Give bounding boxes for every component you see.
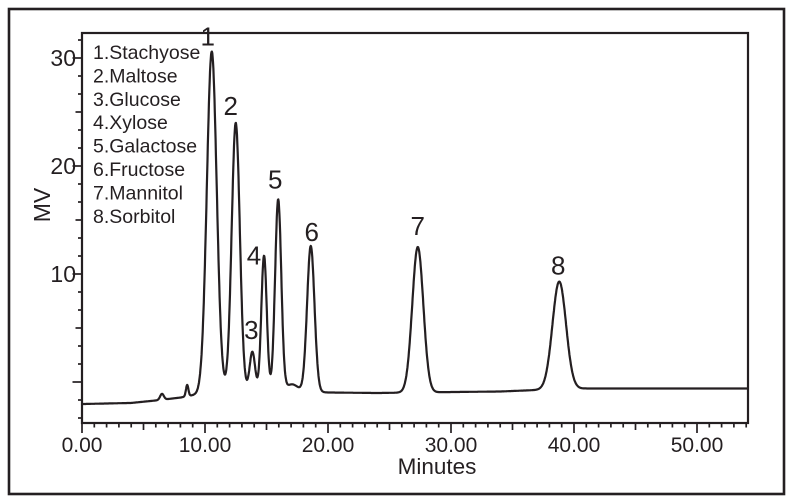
plot-frame	[80, 31, 750, 425]
x-axis-tick-label: 50.00	[671, 434, 724, 457]
legend-item: 6.Fructose	[93, 159, 185, 181]
legend-item: 2.Maltose	[93, 65, 178, 87]
peak-number-label: 5	[268, 164, 282, 194]
figure-border	[7, 7, 786, 496]
x-axis-tick-label: 30.00	[425, 434, 478, 457]
peak-number-label: 6	[305, 217, 319, 247]
x-axis-tick-label: 10.00	[179, 434, 232, 457]
legend-item: 8.Sorbitol	[93, 206, 175, 228]
signal-trace	[80, 50, 749, 406]
x-axis-tick-label: 20.00	[302, 434, 355, 457]
peak-number-label: 1	[201, 22, 215, 52]
legend-item: 5.Galactose	[93, 136, 197, 158]
y-axis-tick-label: 10	[50, 261, 76, 287]
peak-number-label: 7	[411, 211, 425, 241]
x-axis-tick-label: 0.00	[62, 434, 103, 457]
y-axis-tick-label: 20	[50, 153, 76, 179]
y-axis-title: MV	[29, 187, 55, 222]
x-axis-tick-label: 40.00	[548, 434, 601, 457]
peak-number-label: 3	[244, 315, 258, 345]
x-axis-title: Minutes	[398, 454, 477, 479]
peak-number-label: 4	[247, 241, 261, 271]
legend-item: 7.Mannitol	[93, 182, 183, 204]
legend-item: 4.Xylose	[93, 112, 168, 134]
peak-number-label: 2	[224, 91, 238, 121]
y-axis-tick-label: 30	[50, 45, 76, 71]
peak-number-label: 8	[551, 251, 565, 281]
legend-item: 1.Stachyose	[93, 42, 200, 64]
legend-item: 3.Glucose	[93, 89, 181, 111]
